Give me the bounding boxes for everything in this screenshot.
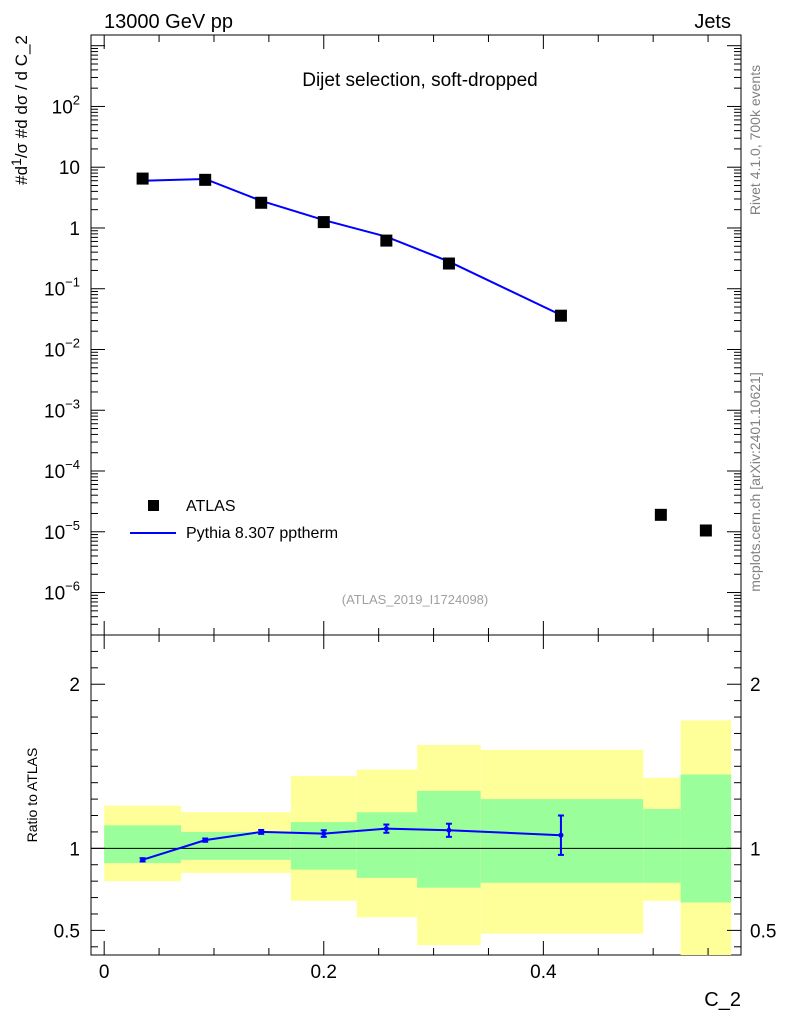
legend-label-pythia: Pythia 8.307 pptherm xyxy=(186,525,338,542)
band-stat xyxy=(290,822,357,870)
atlas-marker xyxy=(255,196,268,209)
y-label-part: #d xyxy=(12,166,31,185)
y-tick-exponent: −6 xyxy=(65,579,80,594)
y-tick-label: 10−3 xyxy=(44,396,80,422)
band-stat xyxy=(417,790,481,888)
ratio-point xyxy=(321,831,327,837)
y-tick-base: 10 xyxy=(44,280,65,301)
main-y-axis-label: #d1/σ #d dσ / d C_2 xyxy=(8,35,31,185)
ratio-y-axis-label: Ratio to ATLAS xyxy=(24,748,40,843)
y-tick-base: 10 xyxy=(44,340,65,361)
atlas-marker xyxy=(554,309,567,322)
y-tick-base: 1 xyxy=(69,219,80,240)
band-stat xyxy=(480,799,644,883)
y-tick-base: 10 xyxy=(44,401,65,422)
y-tick-label: 10−6 xyxy=(44,579,80,605)
mcplots-label: mcplots.cern.ch [arXiv:2401.10621] xyxy=(747,372,763,591)
process-label: Jets xyxy=(694,11,731,33)
ratio-panel: 0.5 0.5 1 1 2 2 0 0.2 0.4 Ratio to ATLAS C_2 xyxy=(24,634,776,1011)
y-tick-label: 10−2 xyxy=(44,335,80,361)
ratio-frame xyxy=(90,634,742,956)
legend-label-atlas: ATLAS xyxy=(186,498,236,515)
x-tick-label: 0.2 xyxy=(311,962,337,983)
y-tick-label: 10−1 xyxy=(44,275,80,301)
energy-label: 13000 GeV pp xyxy=(104,11,233,33)
ratio-y-tick-label: 1 xyxy=(69,839,80,860)
atlas-marker xyxy=(199,173,212,186)
y-tick-exponent: −2 xyxy=(65,335,80,350)
legend-marker-atlas xyxy=(148,500,159,511)
atlas-marker xyxy=(380,234,393,247)
x-tick-label: 0 xyxy=(99,962,110,983)
x-tick-label: 0.4 xyxy=(530,962,557,983)
y-tick-exponent: −5 xyxy=(65,518,80,533)
y-tick-base: 10 xyxy=(44,523,65,544)
analysis-reference: (ATLAS_2019_I1724098) xyxy=(342,592,488,607)
y-label-sup: 1 xyxy=(8,158,24,166)
y-tick-base: 10 xyxy=(52,97,73,118)
chart-title: Dijet selection, soft-dropped xyxy=(302,70,538,91)
y-tick-label: 10 xyxy=(59,158,80,179)
main-series xyxy=(136,172,712,537)
main-x-ticks xyxy=(103,35,709,635)
ratio-y-tick-label-right: 2 xyxy=(750,675,761,696)
ratio-series xyxy=(139,814,564,863)
y-tick-base: 10 xyxy=(59,158,80,179)
ratio-point xyxy=(140,857,146,863)
band-stat xyxy=(104,825,182,864)
y-tick-exponent: −1 xyxy=(65,275,80,290)
atlas-marker xyxy=(317,216,330,229)
ratio-y-tick-label: 2 xyxy=(69,675,80,696)
y-tick-exponent: −4 xyxy=(65,457,80,472)
y-tick-label: 1 xyxy=(69,219,80,240)
y-tick-exponent: −3 xyxy=(65,396,80,411)
y-tick-label: 10−4 xyxy=(44,457,80,483)
pythia-line xyxy=(142,177,562,316)
main-panel: Dijet selection, soft-dropped (ATLAS_201… xyxy=(8,34,742,636)
y-tick-label: 10−5 xyxy=(44,518,80,544)
ratio-point xyxy=(558,832,564,838)
band-stat xyxy=(356,812,418,878)
ratio-y-tick-label-right: 0.5 xyxy=(750,921,776,942)
uncertainty-bands xyxy=(104,720,732,955)
ratio-point xyxy=(202,837,208,843)
y-tick-label: 102 xyxy=(52,92,80,118)
x-axis-label: C_2 xyxy=(704,989,741,1011)
y-label-part2: /σ #d dσ / d C_2 xyxy=(12,35,31,158)
y-tick-exponent: 2 xyxy=(73,92,80,107)
ratio-x-axis: 0 0.2 0.4 xyxy=(99,635,709,983)
y-tick-base: 10 xyxy=(44,584,65,605)
rivet-label: Rivet 4.1.0, 700k events xyxy=(747,65,763,215)
atlas-marker xyxy=(136,172,149,185)
main-frame xyxy=(90,34,742,636)
atlas-marker xyxy=(699,524,712,537)
ratio-point xyxy=(383,826,389,832)
band-stat xyxy=(643,808,681,883)
ratio-y-tick-label-right: 1 xyxy=(750,839,761,860)
ratio-y-tick-label: 0.5 xyxy=(54,921,80,942)
band-stat xyxy=(680,774,732,903)
atlas-marker xyxy=(442,257,455,270)
ratio-y-axis: 0.5 0.5 1 1 2 2 xyxy=(54,650,776,948)
ratio-point xyxy=(258,829,264,835)
ratio-point xyxy=(446,827,452,833)
atlas-marker xyxy=(654,508,667,521)
legend: ATLAS Pythia 8.307 pptherm xyxy=(130,498,338,542)
y-tick-base: 10 xyxy=(44,462,65,483)
